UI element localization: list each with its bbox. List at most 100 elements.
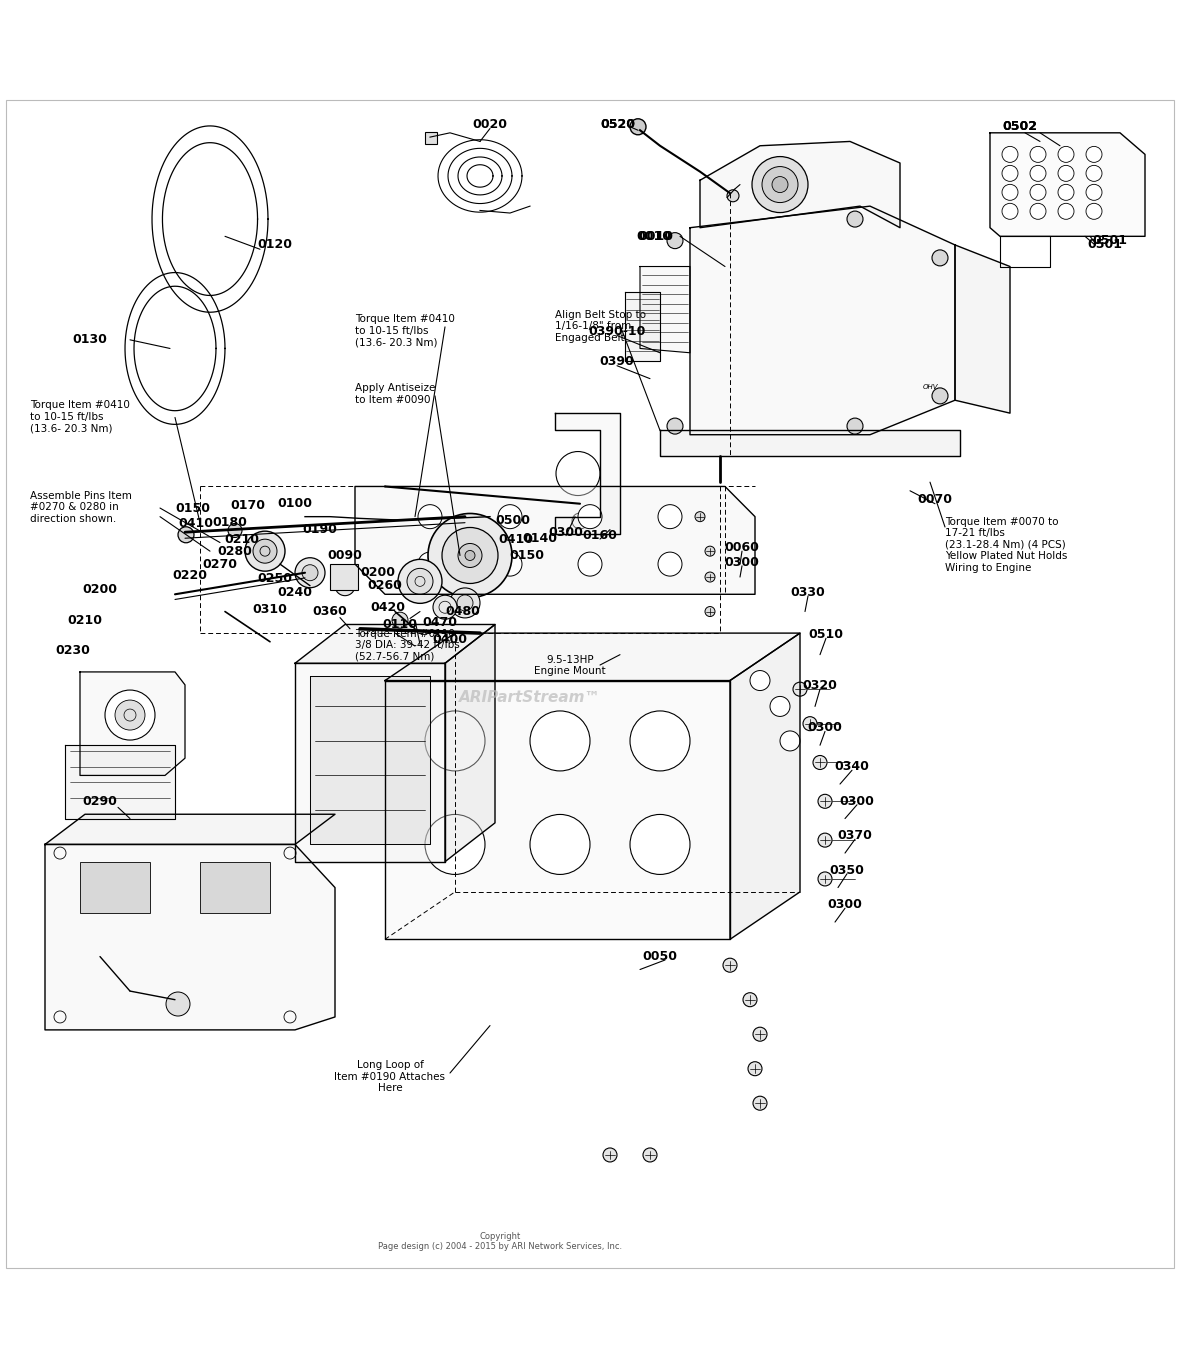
Polygon shape xyxy=(955,245,1010,413)
Circle shape xyxy=(458,543,481,568)
Circle shape xyxy=(228,524,242,538)
Circle shape xyxy=(804,717,817,731)
Text: 0150: 0150 xyxy=(176,502,210,514)
Circle shape xyxy=(704,606,715,617)
Circle shape xyxy=(1058,146,1074,163)
Text: 0180: 0180 xyxy=(212,516,248,529)
FancyBboxPatch shape xyxy=(425,131,437,144)
Circle shape xyxy=(1058,185,1074,200)
Text: Torque Item #0070 to
17-21 ft/lbs
(23.1-28.4 Nm) (4 PCS)
Yellow Plated Nut Holds: Torque Item #0070 to 17-21 ft/lbs (23.1-… xyxy=(945,517,1068,573)
Circle shape xyxy=(750,670,771,691)
Circle shape xyxy=(743,993,758,1007)
Circle shape xyxy=(1030,185,1045,200)
Text: 0480: 0480 xyxy=(446,605,480,618)
Circle shape xyxy=(556,451,599,495)
Text: 9.5-13HP
Engine Mount: 9.5-13HP Engine Mount xyxy=(535,655,605,676)
Text: 0410: 0410 xyxy=(498,532,533,546)
Text: 0090: 0090 xyxy=(328,549,362,562)
Text: Torque Item #0110
3/8 DIA: 39-42 ft/lbs
(52.7-56.7 Nm): Torque Item #0110 3/8 DIA: 39-42 ft/lbs … xyxy=(355,629,460,662)
Circle shape xyxy=(253,539,277,564)
Circle shape xyxy=(1086,146,1102,163)
Circle shape xyxy=(578,505,602,528)
Circle shape xyxy=(667,233,683,249)
Circle shape xyxy=(748,1062,762,1075)
Circle shape xyxy=(1086,204,1102,219)
Text: 0150: 0150 xyxy=(510,549,544,562)
Text: 0210: 0210 xyxy=(224,532,260,546)
Circle shape xyxy=(392,611,408,628)
Circle shape xyxy=(762,167,798,202)
Text: Apply Antiseize
to Item #0090: Apply Antiseize to Item #0090 xyxy=(355,383,435,405)
Circle shape xyxy=(1058,166,1074,182)
Text: 0502: 0502 xyxy=(1003,120,1037,133)
Circle shape xyxy=(1030,166,1045,182)
Polygon shape xyxy=(45,814,335,844)
Polygon shape xyxy=(730,633,800,940)
Circle shape xyxy=(818,795,832,808)
Circle shape xyxy=(723,958,738,973)
Text: 0140: 0140 xyxy=(523,532,557,544)
Circle shape xyxy=(1002,166,1018,182)
Text: 0410: 0410 xyxy=(178,517,214,529)
Circle shape xyxy=(772,176,788,193)
Circle shape xyxy=(630,814,690,874)
Text: 0240: 0240 xyxy=(277,586,313,599)
Circle shape xyxy=(603,1148,617,1161)
Circle shape xyxy=(1086,166,1102,182)
Circle shape xyxy=(418,505,442,528)
Circle shape xyxy=(780,731,800,751)
Text: 0502: 0502 xyxy=(1003,120,1037,133)
Circle shape xyxy=(530,711,590,772)
Circle shape xyxy=(1030,146,1045,163)
Circle shape xyxy=(245,531,286,572)
Polygon shape xyxy=(295,663,445,862)
Text: 0500: 0500 xyxy=(496,513,531,527)
Circle shape xyxy=(295,558,324,588)
Text: 0330: 0330 xyxy=(791,586,825,599)
Polygon shape xyxy=(295,624,494,663)
Text: 0060: 0060 xyxy=(725,542,760,554)
Text: Copyright
Page design (c) 2004 - 2015 by ARI Network Services, Inc.: Copyright Page design (c) 2004 - 2015 by… xyxy=(378,1231,622,1250)
Text: 0390: 0390 xyxy=(599,354,635,368)
Polygon shape xyxy=(80,672,185,776)
Text: 0300: 0300 xyxy=(549,525,583,539)
Polygon shape xyxy=(385,633,800,680)
Circle shape xyxy=(658,505,682,528)
Polygon shape xyxy=(625,293,660,361)
Circle shape xyxy=(813,755,827,769)
Circle shape xyxy=(753,1096,767,1111)
Circle shape xyxy=(847,419,863,434)
Text: 0260: 0260 xyxy=(367,579,402,592)
Polygon shape xyxy=(65,746,175,818)
Circle shape xyxy=(932,250,948,265)
Polygon shape xyxy=(640,267,690,353)
Polygon shape xyxy=(700,141,900,227)
Circle shape xyxy=(695,512,704,521)
Circle shape xyxy=(398,560,442,603)
Circle shape xyxy=(407,568,433,594)
Text: 0420: 0420 xyxy=(371,601,406,614)
Circle shape xyxy=(105,689,155,740)
Circle shape xyxy=(166,992,190,1016)
Polygon shape xyxy=(445,624,494,862)
Circle shape xyxy=(932,389,948,404)
Polygon shape xyxy=(310,676,430,844)
Circle shape xyxy=(630,119,645,135)
Text: 0110: 0110 xyxy=(382,618,418,631)
Text: 0170: 0170 xyxy=(230,499,266,512)
Bar xyxy=(199,862,270,914)
Circle shape xyxy=(704,546,715,557)
Text: 0360: 0360 xyxy=(313,605,347,618)
Text: Align Belt Stop to
1/16-1/8" from
Engaged Belt: Align Belt Stop to 1/16-1/8" from Engage… xyxy=(555,309,645,343)
Text: 0100: 0100 xyxy=(277,497,313,510)
Polygon shape xyxy=(990,133,1145,237)
Text: 0200: 0200 xyxy=(83,584,118,596)
Text: 0200: 0200 xyxy=(361,566,395,579)
Text: 0050: 0050 xyxy=(642,949,677,963)
Text: 0501: 0501 xyxy=(1088,238,1122,252)
Text: 0370: 0370 xyxy=(838,829,872,843)
Circle shape xyxy=(425,814,485,874)
Circle shape xyxy=(704,572,715,581)
Text: 0310: 0310 xyxy=(253,603,288,617)
Circle shape xyxy=(457,595,473,611)
